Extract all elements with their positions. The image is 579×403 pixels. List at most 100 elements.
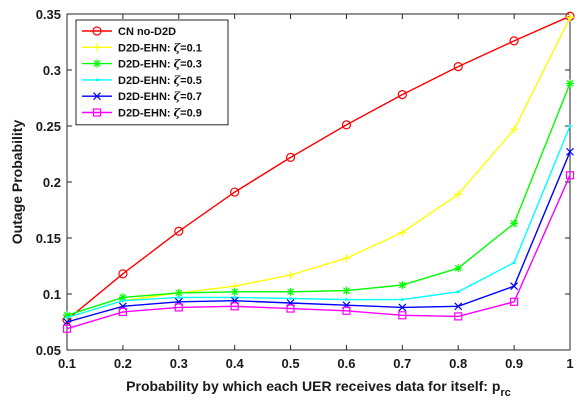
x-tick-label: 0.2: [114, 356, 132, 371]
x-tick-label: 0.3: [170, 356, 188, 371]
y-tick-label: 0.35: [36, 7, 61, 22]
legend-marker: [95, 78, 99, 82]
legend-box: [75, 19, 229, 126]
data-point: [341, 120, 352, 130]
data-point: [398, 281, 407, 290]
data-point: [342, 286, 351, 295]
series-line: [66, 17, 571, 319]
data-point: [289, 296, 293, 300]
legend-marker: [93, 59, 101, 68]
legend-label: D2D-EHN: ζ=0.1: [118, 41, 202, 54]
x-axis-label-subscript: rc: [500, 387, 510, 399]
x-tick-label: 1: [566, 356, 573, 371]
x-tick-label: 0.9: [505, 356, 523, 371]
data-point: [342, 254, 351, 263]
data-point: [510, 297, 519, 306]
data-point: [230, 287, 239, 296]
legend-label: D2D-EHN: ζ=0.5: [118, 74, 202, 87]
series-line: [66, 151, 571, 323]
data-point: [121, 299, 125, 303]
data-point: [230, 187, 240, 197]
data-point: [230, 302, 239, 311]
y-tick-label: 0.2: [43, 175, 61, 190]
data-point: [174, 303, 183, 312]
series-lines: [62, 11, 575, 333]
data-point: [286, 270, 295, 279]
data-point: [454, 190, 463, 199]
data-point: [118, 307, 127, 317]
y-tick-label: 0.05: [36, 343, 61, 358]
legend-label: D2D-EHN: ζ=0.9: [118, 107, 202, 120]
legend-marker: [92, 26, 102, 36]
legend-marker: [93, 43, 101, 52]
data-point: [568, 124, 572, 128]
legend-marker: [92, 108, 102, 117]
series-4: [63, 147, 574, 326]
data-point: [397, 90, 407, 100]
data-point: [566, 13, 574, 22]
legend-entry: CN no-D2D: [82, 26, 176, 38]
data-point: [453, 62, 463, 72]
legend-label: CN no-D2D: [118, 26, 176, 38]
legend-marker: [93, 92, 101, 101]
data-point: [286, 304, 295, 313]
data-point: [512, 261, 516, 265]
data-point: [510, 282, 519, 291]
legend-label: D2D-EHN: ζ=0.7: [118, 90, 202, 103]
y-tick-label: 0.15: [36, 231, 61, 246]
legend-label: D2D-EHN: ζ=0.3: [118, 58, 202, 71]
data-point: [118, 293, 127, 302]
x-axis-label: Probability by which each UER receives d…: [126, 378, 511, 399]
data-point: [400, 298, 404, 302]
data-point: [454, 312, 463, 321]
x-axis-label-main: Probability by which each UER receives d…: [126, 378, 500, 394]
y-tick-label: 0.3: [43, 63, 61, 78]
y-tick-label: 0.1: [43, 287, 61, 302]
legend-entry: D2D-EHN: ζ=0.3: [82, 58, 202, 71]
series-line: [66, 125, 571, 319]
data-point: [509, 36, 519, 46]
y-tick-label: 0.25: [36, 119, 61, 134]
data-point: [342, 306, 351, 315]
x-tick-label: 0.4: [226, 356, 245, 371]
data-point: [62, 324, 72, 333]
data-point: [566, 147, 574, 156]
data-point: [510, 125, 519, 134]
x-tick-label: 0.7: [393, 356, 411, 371]
y-axis-label: Outage Probability: [9, 120, 25, 245]
data-point: [177, 295, 181, 299]
data-point: [286, 287, 295, 296]
series-5: [62, 171, 575, 333]
data-point: [63, 318, 71, 326]
data-point: [454, 302, 463, 311]
series-line: [66, 83, 571, 316]
x-tick-label: 0.8: [449, 356, 467, 371]
data-point: [565, 171, 575, 180]
legend-entry: D2D-EHN: ζ=0.1: [82, 41, 202, 54]
data-point: [566, 79, 574, 88]
data-point: [398, 303, 407, 312]
data-point: [344, 298, 348, 302]
data-point: [398, 228, 407, 237]
series-line: [66, 15, 571, 321]
legend: CN no-D2D D2D-EHN: ζ=0.1 D2D-EHN: ζ=0.3 D2D…: [75, 19, 229, 126]
axis-ticks: 0.1 0.2 0.3 0.4 0.5 0.6 0.7 0.8 0.9 10.050.10.150…: [36, 7, 574, 371]
data-point: [454, 264, 463, 273]
data-point: [118, 269, 128, 279]
series-2: [63, 79, 574, 320]
data-point: [398, 311, 407, 320]
data-point: [174, 226, 184, 236]
axis-labels: Outage Probability Probability by which …: [9, 120, 511, 399]
x-tick-label: 0.1: [58, 356, 76, 371]
legend-entry: D2D-EHN: ζ=0.7: [82, 90, 202, 103]
data-point: [174, 288, 183, 297]
data-point: [65, 316, 69, 320]
series-line: [66, 175, 571, 330]
data-point: [233, 295, 237, 299]
series-3: [65, 124, 572, 320]
x-tick-label: 0.6: [337, 356, 355, 371]
data-point: [285, 152, 296, 162]
data-point: [456, 290, 460, 294]
x-tick-label: 0.5: [282, 356, 300, 371]
